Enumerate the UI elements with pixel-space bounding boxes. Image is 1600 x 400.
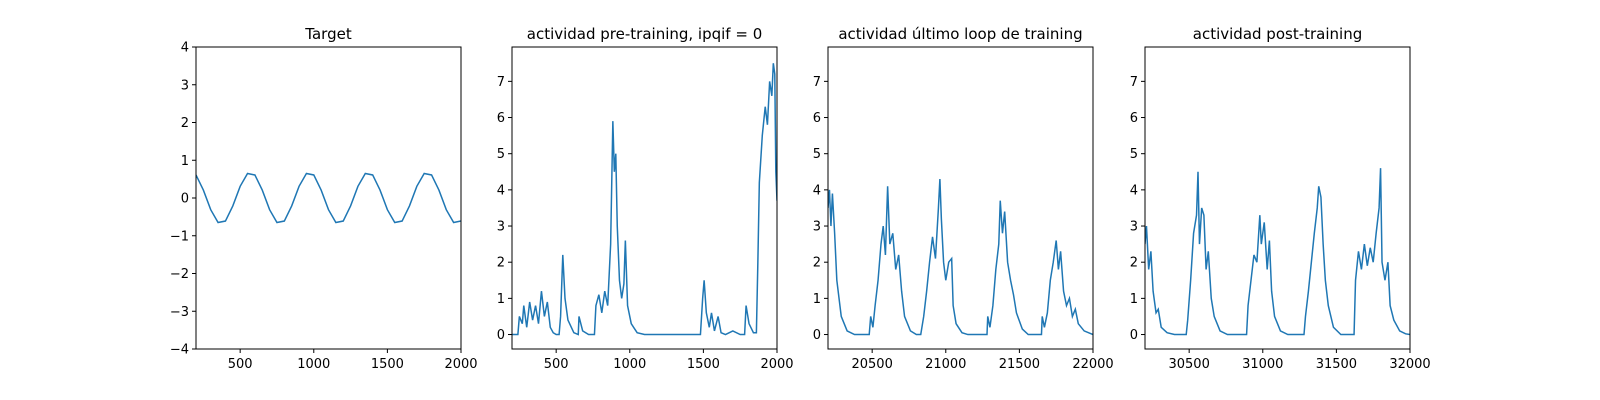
y-tick-label: 0 [181, 192, 189, 207]
y-tick-label: 2 [497, 256, 505, 271]
y-tick-label: 3 [497, 220, 505, 235]
y-tick-label: −4 [170, 343, 189, 358]
data-line [828, 178, 1093, 336]
y-tick-label: 4 [181, 41, 189, 56]
axes-frame [827, 46, 1094, 350]
data-line [512, 63, 777, 336]
y-tick-label: 2 [181, 116, 189, 131]
y-tick-label: 6 [813, 111, 821, 126]
x-tick-label: 1500 [687, 357, 720, 372]
x-tick-label: 1000 [613, 357, 646, 372]
y-tick-label: 4 [813, 183, 821, 198]
y-tick-label: −1 [170, 229, 189, 244]
x-tick-label: 2000 [760, 357, 793, 372]
x-tick-label: 500 [228, 357, 253, 372]
y-tick-label: 3 [181, 78, 189, 93]
y-tick-label: 0 [1130, 328, 1138, 343]
y-tick-label: 1 [497, 292, 505, 307]
y-tick-label: 4 [497, 183, 505, 198]
axes-frame [511, 46, 778, 350]
x-tick-label: 31500 [1316, 357, 1357, 372]
y-tick-label: 2 [813, 256, 821, 271]
x-tick-label: 22000 [1072, 357, 1113, 372]
y-tick-label: 5 [497, 147, 505, 162]
x-tick-label: 500 [544, 357, 569, 372]
y-tick-label: 1 [1130, 292, 1138, 307]
chart-title: actividad pre-training, ipqif = 0 [527, 25, 763, 43]
x-tick-label: 1500 [371, 357, 404, 372]
x-tick-label: 30500 [1168, 357, 1209, 372]
chart-title: actividad post-training [1193, 25, 1362, 43]
x-tick-label: 1000 [297, 357, 330, 372]
y-tick-label: 5 [1130, 147, 1138, 162]
axes-frame [195, 46, 462, 350]
y-tick-label: 2 [1130, 256, 1138, 271]
y-tick-label: 0 [813, 328, 821, 343]
x-tick-label: 21500 [999, 357, 1040, 372]
data-line [196, 172, 461, 224]
y-tick-label: 3 [813, 220, 821, 235]
chart-title: actividad último loop de training [838, 25, 1082, 43]
y-tick-label: 5 [813, 147, 821, 162]
axes-frame [1144, 46, 1411, 350]
y-tick-label: 7 [813, 75, 821, 90]
y-tick-label: 1 [181, 154, 189, 169]
y-tick-label: 4 [1130, 183, 1138, 198]
y-tick-label: 6 [1130, 111, 1138, 126]
chart-title: Target [304, 25, 352, 43]
y-tick-label: 3 [1130, 220, 1138, 235]
y-tick-label: 1 [813, 292, 821, 307]
y-tick-label: −3 [170, 305, 189, 320]
x-tick-label: 31000 [1242, 357, 1283, 372]
x-tick-label: 32000 [1389, 357, 1430, 372]
y-tick-label: 7 [497, 75, 505, 90]
x-tick-label: 2000 [444, 357, 477, 372]
x-tick-label: 20500 [851, 357, 892, 372]
y-tick-label: 0 [497, 328, 505, 343]
data-line [1145, 168, 1410, 336]
y-tick-label: −2 [170, 267, 189, 282]
y-tick-label: 7 [1130, 75, 1138, 90]
y-tick-label: 6 [497, 111, 505, 126]
x-tick-label: 21000 [925, 357, 966, 372]
